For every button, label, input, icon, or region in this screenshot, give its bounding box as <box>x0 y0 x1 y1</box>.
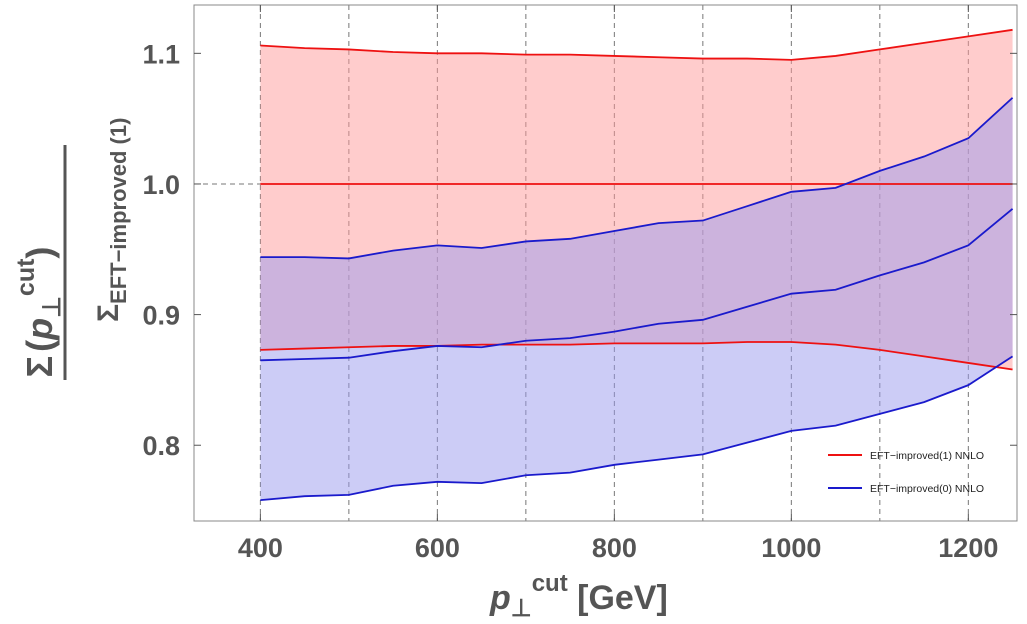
band-series-1 <box>260 97 1013 501</box>
y-tick-label-1: 1.0 <box>142 170 180 200</box>
svg-text:Σ(p⊥cut): Σ (p⊥cut) <box>12 247 66 378</box>
axis-ticks: 400 600 800 1000 1200 0.8 0.9 1.0 1.1 <box>142 5 1017 563</box>
line-series-1-lower <box>260 355 1014 501</box>
y-tick-label-1.1: 1.1 <box>142 39 180 69</box>
y-axis-numerator-open-paren: ( <box>19 340 60 352</box>
y-axis-title: Σ(p⊥cut) ΣEFT−improved (1) <box>12 118 131 380</box>
x-axis-title: p⊥cut [GeV] <box>489 570 668 622</box>
y-axis-denominator-subscript: EFT−improved (1) <box>106 118 131 304</box>
x-tick-label-1200: 1200 <box>938 533 998 563</box>
y-tick-label-0.9: 0.9 <box>142 301 180 331</box>
legend-label-eft-improved-0: EFT−improved(0) NNLO <box>870 483 984 495</box>
line-series-0-lower <box>260 341 1013 371</box>
y-axis-numerator-subscript: ⊥ <box>38 296 66 318</box>
legend: EFT−improved(1) NNLO EFT−improved(0) NNL… <box>828 450 984 495</box>
line-series-1-upper <box>260 97 1014 260</box>
x-tick-label-600: 600 <box>415 533 460 563</box>
plot-frame <box>193 4 1018 522</box>
x-tick-label-800: 800 <box>592 533 637 563</box>
legend-label-eft-improved-1: EFT−improved(1) NNLO <box>870 450 984 462</box>
y-axis-numerator-sigma: Σ <box>19 356 60 378</box>
x-tick-label-400: 400 <box>238 533 283 563</box>
x-axis-title-p: p <box>489 579 511 617</box>
y-axis-numerator-p: p <box>19 318 60 341</box>
svg-text:ΣEFT−improved (1): ΣEFT−improved (1) <box>92 118 131 322</box>
y-axis-numerator-superscript: cut <box>12 258 40 296</box>
x-axis-title-unit: [GeV] <box>568 579 668 617</box>
y-axis-numerator-close-paren: ) <box>19 247 60 259</box>
y-tick-label-0.8: 0.8 <box>142 431 180 461</box>
line-series-1-central <box>260 208 1014 362</box>
series-lines <box>260 28 1014 501</box>
y-axis-denominator-sigma: Σ <box>92 304 125 322</box>
svg-text:p⊥cut [GeV]: p⊥cut [GeV] <box>489 570 668 622</box>
line-series-0-upper <box>260 28 1013 61</box>
uncertainty-bands <box>260 29 1013 501</box>
x-tick-label-1000: 1000 <box>761 533 821 563</box>
x-axis-title-superscript: cut <box>532 570 568 597</box>
x-axis-title-subscript: ⊥ <box>511 595 532 622</box>
